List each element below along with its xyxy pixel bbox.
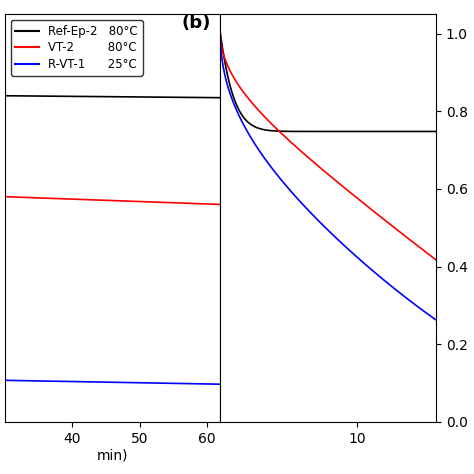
X-axis label: min): min) [97,448,128,462]
Legend: Ref-Ep-2   80°C, VT-2         80°C, R-VT-1      25°C: Ref-Ep-2 80°C, VT-2 80°C, R-VT-1 25°C [10,20,143,76]
Text: (b): (b) [182,14,211,32]
